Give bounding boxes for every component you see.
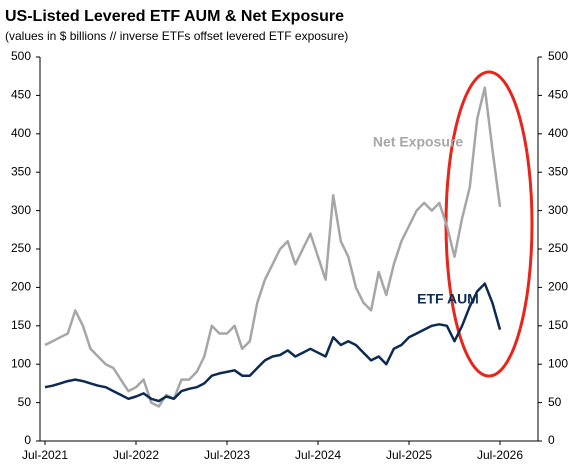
y2-tick-label: 150	[548, 318, 568, 332]
series-line	[44, 86, 502, 408]
y-tick-label: 200	[11, 280, 31, 294]
series-annotation: ETF AUM	[417, 291, 479, 307]
y-tick-label: 450	[11, 88, 31, 102]
x-tick-label: Jul-2024	[295, 448, 341, 462]
y2-tick-label: 0	[548, 433, 555, 447]
y2-tick-label: 350	[548, 164, 568, 178]
chart-title: US-Listed Levered ETF AUM & Net Exposure	[5, 8, 344, 25]
y2-tick-label: 500	[548, 49, 568, 63]
y-tick-label: 300	[11, 203, 31, 217]
series-line	[44, 282, 502, 403]
y-tick-label: 100	[11, 356, 31, 370]
y-tick-label: 350	[11, 164, 31, 178]
y-tick-label: 250	[11, 241, 31, 255]
x-tick-label: Jul-2023	[204, 448, 250, 462]
series-annotation: Net Exposure	[373, 134, 463, 150]
chart-subtitle: (values in $ billions // inverse ETFs of…	[5, 29, 348, 43]
y-tick-label: 400	[11, 126, 31, 140]
y2-tick-label: 50	[548, 395, 562, 409]
x-tick-label: Jul-2025	[386, 448, 432, 462]
y2-tick-label: 250	[548, 241, 568, 255]
y-tick-label: 50	[18, 395, 32, 409]
x-tick-label: Jul-2021	[22, 448, 68, 462]
x-tick-label: Jul-2022	[113, 448, 159, 462]
y2-tick-label: 100	[548, 356, 568, 370]
x-tick-label: Jul-2026	[477, 448, 523, 462]
y2-tick-label: 450	[548, 88, 568, 102]
y2-tick-label: 200	[548, 280, 568, 294]
y-tick-label: 150	[11, 318, 31, 332]
y-tick-label: 500	[11, 49, 31, 63]
y2-tick-label: 300	[548, 203, 568, 217]
y2-tick-label: 400	[548, 126, 568, 140]
y-tick-label: 0	[24, 433, 31, 447]
